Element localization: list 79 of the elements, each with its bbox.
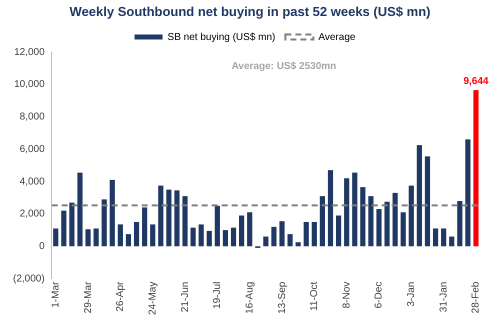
bar [408,186,414,246]
bar [296,242,301,246]
bar [441,228,446,246]
bar [368,196,374,246]
bar [247,212,252,246]
annotation: Average: US$ 2530mn [232,60,336,72]
bar [384,202,390,246]
bar [279,221,285,246]
bar [126,234,132,246]
legend-label: SB net buying (US$ mn) [168,32,276,43]
bar [304,222,309,246]
bar [118,224,123,246]
x-tick-label: 1-Mar [50,280,62,308]
x-tick-label: 28-Feb [470,281,482,314]
bar [271,226,277,246]
bar [85,229,91,246]
bar [344,178,350,246]
bar [320,196,325,246]
bar [336,216,342,246]
bar [449,236,454,246]
bar [174,190,180,246]
bar [61,210,66,246]
bar [465,139,470,246]
y-tick-label: 6,000 [20,144,46,155]
bar [94,228,99,246]
x-tick-label: 31-Jan [438,282,450,312]
bar [230,228,236,246]
bar [198,224,204,246]
y-tick-label: 2,000 [20,208,46,220]
bar [416,145,422,246]
x-tick-label: 29-Mar [82,281,94,314]
x-tick-label: 26-Apr [115,280,126,312]
bar [457,200,462,246]
y-tick-label: 12,000 [14,46,46,58]
y-tick-label: (2,000) [12,273,45,284]
bar [158,186,164,246]
bar [263,236,268,246]
bar [190,228,196,246]
bar [182,196,188,246]
bar [288,234,293,246]
x-tick-label: 16-Aug [244,282,256,314]
y-tick-label: 8,000 [20,112,46,123]
bar [360,187,366,246]
bar [392,192,398,246]
x-tick-label: 21-Jun [180,282,191,312]
bar [150,224,156,246]
bar [312,222,317,246]
chart-title: Weekly Southbound net buying in past 52 weeks (US$ mn) [68,4,432,19]
x-tick-label: 19-Jul [212,282,224,309]
bar [352,172,358,246]
bar [77,172,83,246]
x-tick-label: 6-Dec [374,282,385,308]
bar [134,222,140,246]
x-tick-label: 3-Jan [406,282,418,307]
bar [69,202,74,246]
y-tick-label: 0 [39,241,46,252]
bar [424,156,430,246]
bar [206,230,212,246]
bar [473,90,479,246]
bar [214,206,220,246]
x-tick-label: 24-May [147,282,158,316]
bar [328,170,334,246]
bar [376,209,382,246]
bar [432,228,438,246]
bar [239,216,244,246]
bar [222,230,228,246]
y-tick-label: 10,000 [14,79,46,90]
x-tick-label: 11-Oct [309,281,320,311]
x-tick-label: 8-Nov [341,282,352,308]
legend-label: Average [318,32,356,43]
data-label: 9,644 [463,76,489,87]
y-tick-label: 4,000 [20,176,46,188]
bar [110,180,115,246]
bar [53,228,58,246]
bar [166,190,172,246]
x-tick-label: 13-Sep [276,281,288,314]
bar [102,199,107,246]
bar [400,212,406,246]
bar [142,207,148,246]
